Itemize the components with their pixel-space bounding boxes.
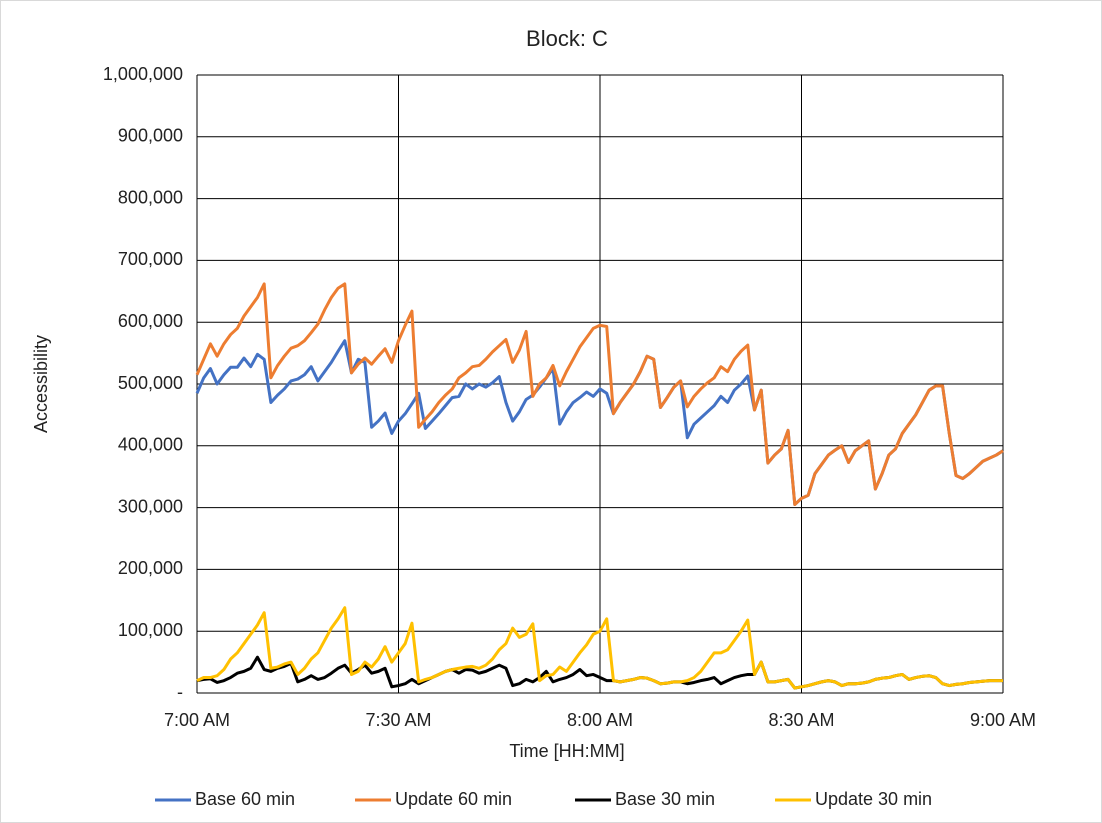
y-tick-label: - (177, 682, 183, 702)
x-tick-label: 8:30 AM (768, 710, 834, 730)
y-tick-label: 900,000 (118, 126, 183, 146)
y-tick-label: 600,000 (118, 311, 183, 331)
y-tick-label: 500,000 (118, 373, 183, 393)
series-line (195, 282, 1004, 507)
y-tick-label: 200,000 (118, 558, 183, 578)
y-tick-label: 100,000 (118, 620, 183, 640)
legend-label: Base 30 min (615, 789, 715, 809)
x-tick-label: 7:00 AM (164, 710, 230, 730)
legend-label: Update 30 min (815, 789, 932, 809)
legend-label: Base 60 min (195, 789, 295, 809)
x-tick-label: 8:00 AM (567, 710, 633, 730)
x-tick-label: 7:30 AM (365, 710, 431, 730)
y-axis-label: Accessibility (31, 335, 51, 433)
y-tick-label: 700,000 (118, 249, 183, 269)
y-tick-label: 400,000 (118, 435, 183, 455)
x-axis-label: Time [HH:MM] (509, 741, 624, 761)
chart-title: Block: C (526, 26, 608, 51)
y-tick-label: 300,000 (118, 496, 183, 516)
series-line (196, 606, 1003, 690)
y-tick-label: 800,000 (118, 187, 183, 207)
legend-label: Update 60 min (395, 789, 512, 809)
x-tick-label: 9:00 AM (970, 710, 1036, 730)
y-tick-label: 1,000,000 (103, 64, 183, 84)
